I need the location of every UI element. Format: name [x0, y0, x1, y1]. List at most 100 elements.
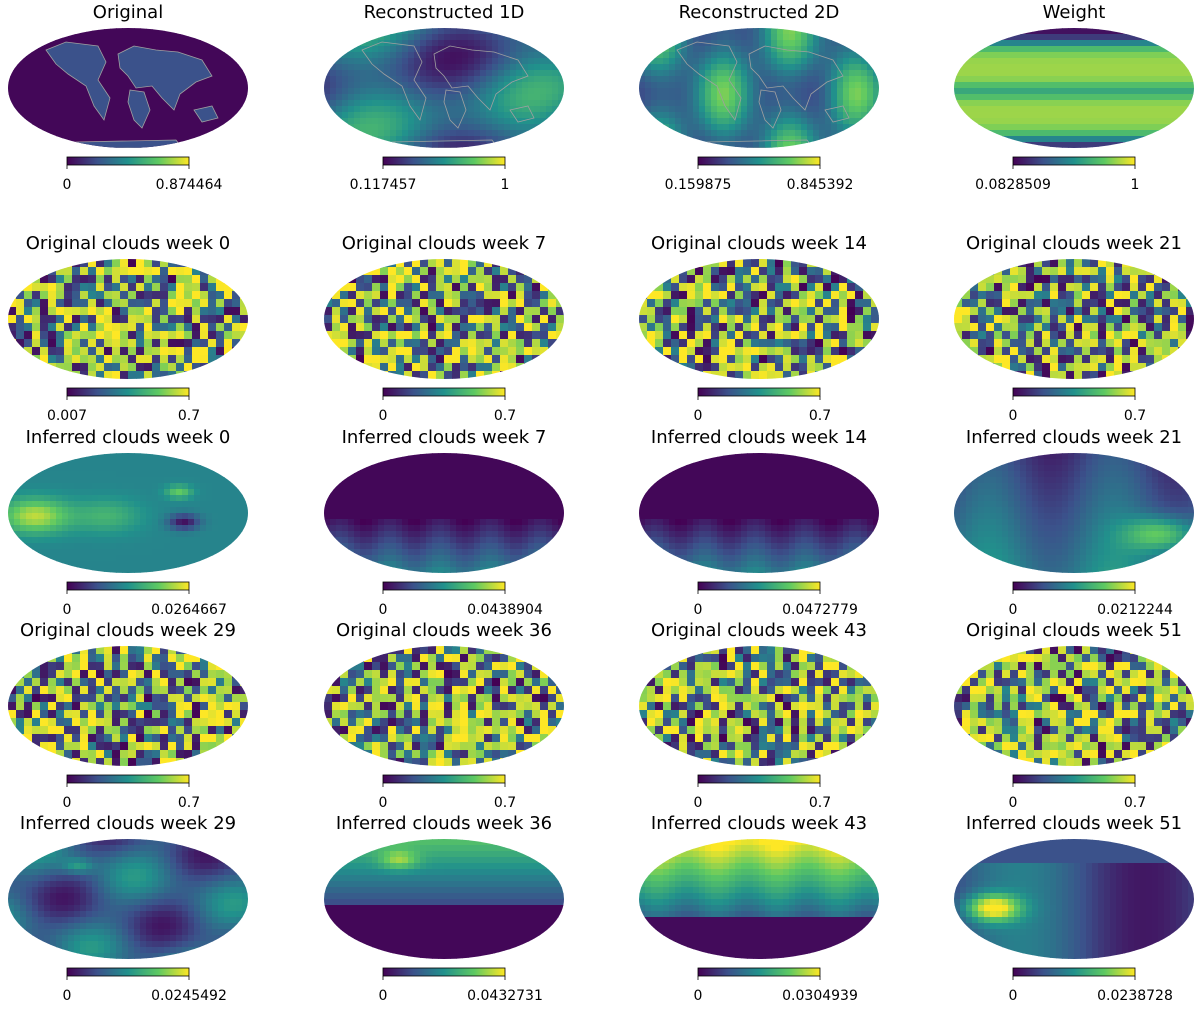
map-field — [639, 28, 880, 149]
colorbar-max-label: 0.7 — [178, 795, 200, 811]
mollweide-map — [952, 427, 1196, 625]
colorbar-max-label: 0.7 — [494, 795, 516, 811]
colorbar-min-label: 0 — [63, 988, 72, 1004]
colorbar — [1013, 388, 1135, 396]
colorbar — [383, 775, 505, 783]
map-field — [8, 28, 249, 149]
colorbar-max-label: 0.7 — [1124, 795, 1146, 811]
colorbar-max-label: 0.0238728 — [1097, 988, 1173, 1004]
colorbar — [67, 582, 189, 590]
colorbar-max-label: 0.0245492 — [151, 988, 227, 1004]
colorbar — [698, 388, 820, 396]
map-field — [954, 259, 1195, 380]
mollweide-map — [637, 620, 881, 818]
colorbar — [698, 775, 820, 783]
colorbar — [1013, 582, 1135, 590]
colorbar-max-label: 1 — [501, 177, 510, 193]
colorbar-min-label: 0 — [1009, 602, 1018, 618]
colorbar-min-label: 0.159875 — [665, 177, 732, 193]
colorbar-max-label: 0.7 — [494, 408, 516, 424]
colorbar-min-label: 0 — [694, 408, 703, 424]
colorbar-min-label: 0 — [63, 602, 72, 618]
colorbar — [698, 157, 820, 165]
colorbar — [698, 582, 820, 590]
mollweide-map — [322, 620, 566, 818]
mollweide-map — [322, 2, 566, 200]
colorbar-max-label: 0.7 — [178, 408, 200, 424]
mollweide-map — [637, 427, 881, 625]
colorbar — [383, 388, 505, 396]
colorbar-max-label: 0.0438904 — [467, 602, 543, 618]
colorbar-max-label: 0.0264667 — [151, 602, 227, 618]
map-field — [324, 259, 565, 380]
colorbar-min-label: 0 — [379, 408, 388, 424]
colorbar-min-label: 0 — [1009, 795, 1018, 811]
map-field — [8, 646, 249, 767]
map-field — [8, 839, 249, 960]
colorbar-min-label: 0.007 — [47, 408, 87, 424]
colorbar-min-label: 0.117457 — [350, 177, 417, 193]
map-field — [324, 453, 565, 574]
colorbar-max-label: 0.7 — [809, 408, 831, 424]
colorbar-min-label: 0 — [694, 988, 703, 1004]
colorbar-min-label: 0 — [63, 795, 72, 811]
colorbar-max-label: 0.7 — [809, 795, 831, 811]
colorbar-max-label: 0.874464 — [156, 177, 223, 193]
map-field — [639, 259, 880, 380]
colorbar — [698, 968, 820, 976]
mollweide-map — [637, 2, 881, 200]
mollweide-map — [6, 233, 250, 431]
colorbar — [67, 775, 189, 783]
map-field — [639, 839, 880, 960]
mollweide-map — [322, 427, 566, 625]
mollweide-map — [322, 233, 566, 431]
mollweide-map — [637, 813, 881, 1011]
colorbar — [67, 968, 189, 976]
colorbar — [67, 388, 189, 396]
mollweide-map — [952, 813, 1196, 1011]
colorbar-max-label: 0.0432731 — [467, 988, 543, 1004]
colorbar-max-label: 0.845392 — [787, 177, 854, 193]
colorbar-min-label: 0 — [1009, 408, 1018, 424]
colorbar-min-label: 0 — [694, 602, 703, 618]
colorbar-max-label: 0.0212244 — [1097, 602, 1173, 618]
mollweide-map — [952, 2, 1196, 200]
mollweide-map — [6, 813, 250, 1011]
colorbar-min-label: 0 — [694, 795, 703, 811]
colorbar — [1013, 157, 1135, 165]
colorbar-max-label: 1 — [1131, 177, 1140, 193]
colorbar-min-label: 0 — [63, 177, 72, 193]
colorbar-max-label: 0.7 — [1124, 408, 1146, 424]
map-field — [324, 839, 565, 960]
map-field — [954, 453, 1195, 574]
map-field — [324, 646, 565, 767]
map-field — [639, 453, 880, 574]
map-field — [324, 28, 565, 149]
colorbar — [1013, 968, 1135, 976]
mollweide-map — [6, 620, 250, 818]
colorbar-min-label: 0 — [379, 795, 388, 811]
colorbar-min-label: 0 — [379, 988, 388, 1004]
map-field — [954, 839, 1195, 960]
map-field — [8, 453, 249, 574]
colorbar-min-label: 0 — [1009, 988, 1018, 1004]
map-field — [954, 646, 1195, 767]
